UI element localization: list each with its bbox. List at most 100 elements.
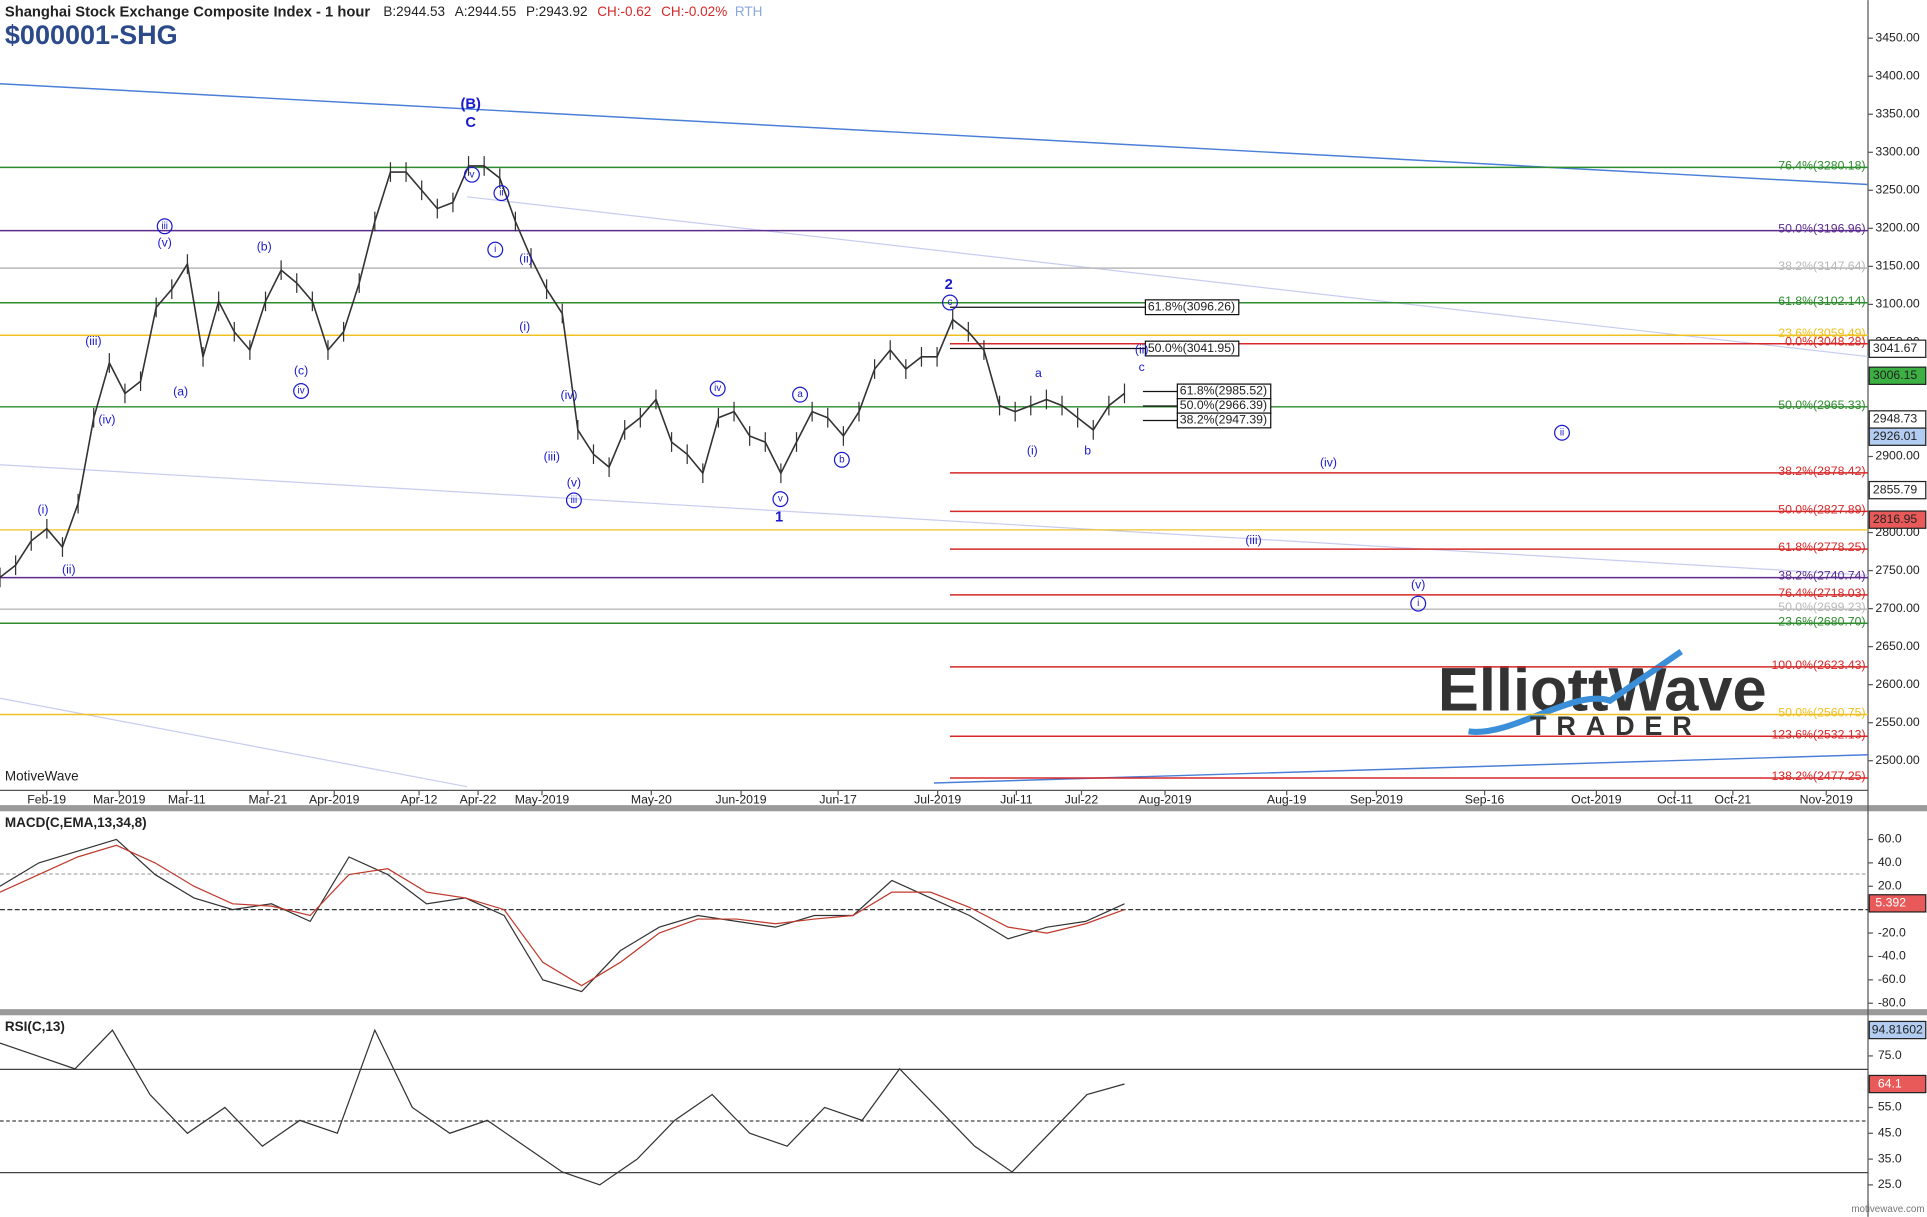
wave-circle (493, 185, 510, 202)
trend-line (0, 697, 468, 788)
x-tick-label: Feb-19 (27, 792, 66, 806)
rsi-line (0, 1028, 1125, 1186)
y-tick-label: 2750.00 (1875, 563, 1920, 577)
y-tick-label: -20.0 (1878, 925, 1906, 939)
wave-label: iv (714, 383, 721, 394)
fib-label: 61.8%(3102.14) (1778, 294, 1865, 308)
y-tick-label: 3450.00 (1875, 30, 1920, 44)
fib-label: 50.0%(2560.75) (1778, 706, 1865, 720)
peak-box-label: 94.81602 (1872, 1022, 1923, 1036)
level-box-label: 38.2%(2947.39) (1180, 413, 1267, 427)
y-tick-label: 55.0 (1878, 1100, 1902, 1114)
wave-label: (ii) (519, 252, 533, 266)
level-box-label: 50.0%(3041.95) (1148, 341, 1235, 355)
fib-label: 38.2%(2740.74) (1778, 569, 1865, 583)
x-tick-label: Apr-22 (460, 792, 497, 806)
wave-circle (565, 492, 582, 509)
y-tick-label: 2900.00 (1875, 449, 1920, 463)
y-tick-label: 3300.00 (1875, 145, 1920, 159)
x-tick-label: Mar-2019 (93, 792, 146, 806)
wave-label: (iv) (98, 413, 115, 427)
wave-label: (ii) (1135, 343, 1149, 357)
price-box (1868, 427, 1927, 446)
level-box-label: 61.8%(2985.52) (1180, 384, 1267, 398)
wave-label: (i) (519, 319, 530, 333)
fib-label: 23.6%(3059.49) (1778, 326, 1865, 340)
wave-label: (c) (294, 364, 308, 378)
wave-circle (833, 451, 850, 468)
wave-label: (iv) (560, 388, 577, 402)
x-tick-label: Aug-2019 (1138, 792, 1191, 806)
wave-label: b (1084, 443, 1091, 457)
wave-circle (156, 218, 173, 235)
value-box (1868, 1074, 1927, 1094)
y-tick-label: -60.0 (1878, 972, 1906, 986)
wave-circle (293, 382, 310, 399)
fib-label: 38.2%(3147.64) (1778, 259, 1865, 273)
x-tick-label: Apr-2019 (309, 792, 360, 806)
wave-label: (v) (158, 236, 172, 250)
level-box (1144, 299, 1240, 316)
fib-label: 50.0%(3196.96) (1778, 222, 1865, 236)
x-tick-label: Jul-2019 (914, 792, 961, 806)
y-tick-label: -40.0 (1878, 949, 1906, 963)
trend-line (466, 196, 1869, 358)
price-box-label: 3006.15 (1873, 368, 1918, 382)
wave-label: iii (161, 221, 168, 232)
price-box-label: 2948.73 (1873, 412, 1918, 426)
price-box-label: 2816.95 (1873, 512, 1918, 526)
fib-label: 50.0%(2699.23) (1778, 600, 1865, 614)
wave-label: (i) (1027, 443, 1038, 457)
fib-label: 23.6%(2680.70) (1778, 614, 1865, 628)
watermark: MotiveWave (5, 768, 79, 783)
wave-label: 2 (945, 277, 953, 293)
macd-line (0, 844, 1125, 987)
y-tick-label: 3200.00 (1875, 221, 1920, 235)
wave-label: (v) (567, 475, 581, 489)
fib-label: 76.4%(3280.18) (1778, 158, 1865, 172)
wave-circle (709, 380, 726, 397)
fib-label: 100.0%(2623.43) (1771, 658, 1865, 672)
y-tick-label: 3100.00 (1875, 297, 1920, 311)
wave-label: c (948, 297, 953, 308)
level-box (1144, 340, 1240, 357)
level-box (1176, 412, 1272, 429)
y-tick-label: 2600.00 (1875, 677, 1920, 691)
wave-label: ii (499, 188, 503, 199)
wave-label: (b) (257, 239, 272, 253)
fib-label: 76.4%(2718.03) (1778, 586, 1865, 600)
wave-label: v (778, 494, 783, 505)
wave-label: (v) (1411, 577, 1425, 591)
panel-separator (0, 805, 1927, 812)
x-tick-label: Oct-21 (1714, 792, 1751, 806)
y-tick-label: 20.0 (1878, 879, 1902, 893)
bid: B:2944.53 (383, 4, 445, 19)
price-box-label: 2855.79 (1873, 482, 1918, 496)
y-tick-label: 2550.00 (1875, 715, 1920, 729)
wave-label: i (1417, 598, 1419, 609)
fib-label: 50.0%(2827.89) (1778, 502, 1865, 516)
x-tick-label: Jun-2019 (715, 792, 766, 806)
y-tick-label: 40.0 (1878, 855, 1902, 869)
wave-label: a (1035, 366, 1042, 380)
trend-line (0, 464, 1869, 576)
x-tick-label: Sep-2019 (1350, 792, 1403, 806)
x-tick-label: Jun-17 (819, 792, 857, 806)
y-tick-label: 3150.00 (1875, 259, 1920, 273)
x-tick-label: Mar-21 (248, 792, 287, 806)
y-tick-label: 35.0 (1878, 1151, 1902, 1165)
logo-swoosh (1468, 648, 1683, 735)
wave-circle (792, 386, 809, 403)
wave-circle (1410, 595, 1427, 612)
x-tick-label: Nov-2019 (1800, 792, 1853, 806)
wave-circle (1554, 424, 1570, 441)
x-tick-label: Jul-22 (1065, 792, 1099, 806)
x-tick-label: Sep-16 (1465, 792, 1505, 806)
price-box-label: 3041.67 (1873, 341, 1918, 355)
y-tick-label: 2650.00 (1875, 639, 1920, 653)
y-tick-label: 45.0 (1878, 1126, 1902, 1140)
wave-label: iii (571, 495, 578, 506)
wave-label: C (465, 115, 476, 131)
site: motivewave.com (1851, 1204, 1924, 1215)
wave-label: (iii) (544, 450, 560, 464)
